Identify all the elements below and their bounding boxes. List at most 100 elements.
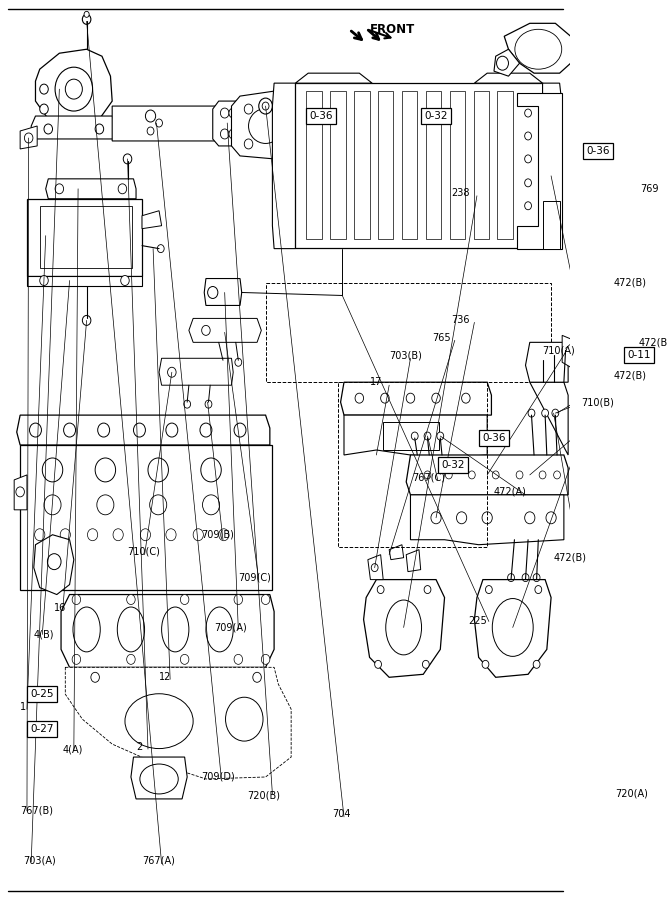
Circle shape xyxy=(72,654,81,664)
Bar xyxy=(354,91,370,238)
Circle shape xyxy=(60,529,71,541)
Text: 225: 225 xyxy=(468,616,487,626)
Polygon shape xyxy=(27,275,142,285)
Circle shape xyxy=(424,471,431,479)
Circle shape xyxy=(148,458,169,482)
Text: 736: 736 xyxy=(452,315,470,326)
Text: 0-36: 0-36 xyxy=(482,433,506,443)
Circle shape xyxy=(200,423,212,437)
Text: 720(A): 720(A) xyxy=(615,789,648,799)
Circle shape xyxy=(40,275,48,285)
Circle shape xyxy=(285,104,293,114)
Circle shape xyxy=(113,529,123,541)
Circle shape xyxy=(244,104,253,114)
Text: 12: 12 xyxy=(159,672,171,682)
Polygon shape xyxy=(542,83,562,248)
Ellipse shape xyxy=(117,607,145,652)
Bar xyxy=(378,91,394,238)
Circle shape xyxy=(516,471,523,479)
Ellipse shape xyxy=(206,607,233,652)
Bar xyxy=(498,91,513,238)
Text: 0-25: 0-25 xyxy=(31,689,54,699)
Circle shape xyxy=(547,194,556,203)
Circle shape xyxy=(462,393,470,403)
Text: 0-27: 0-27 xyxy=(31,724,54,734)
Circle shape xyxy=(468,471,475,479)
Polygon shape xyxy=(364,580,445,678)
Circle shape xyxy=(123,154,132,164)
Polygon shape xyxy=(17,415,270,445)
Circle shape xyxy=(55,68,93,111)
Circle shape xyxy=(201,458,221,482)
Circle shape xyxy=(219,529,229,541)
Text: 0-11: 0-11 xyxy=(627,350,650,360)
Circle shape xyxy=(554,471,560,479)
Text: 710(C): 710(C) xyxy=(127,546,160,557)
Circle shape xyxy=(525,132,532,140)
Circle shape xyxy=(372,563,378,572)
Circle shape xyxy=(157,245,164,253)
Circle shape xyxy=(40,84,48,94)
Polygon shape xyxy=(517,93,562,248)
Circle shape xyxy=(525,155,532,163)
Circle shape xyxy=(95,124,103,134)
Text: FRONT: FRONT xyxy=(370,22,415,36)
Ellipse shape xyxy=(249,109,283,143)
Polygon shape xyxy=(231,91,299,159)
Circle shape xyxy=(44,124,53,134)
Circle shape xyxy=(456,512,467,524)
Polygon shape xyxy=(295,73,372,83)
Circle shape xyxy=(535,586,542,594)
Circle shape xyxy=(145,110,155,122)
Text: 4(A): 4(A) xyxy=(63,744,83,754)
Polygon shape xyxy=(474,73,542,83)
Polygon shape xyxy=(61,595,274,667)
Circle shape xyxy=(424,432,431,440)
Circle shape xyxy=(133,423,145,437)
Polygon shape xyxy=(31,116,117,139)
Polygon shape xyxy=(406,550,421,572)
Circle shape xyxy=(147,127,154,135)
Circle shape xyxy=(193,529,203,541)
Text: 767(A): 767(A) xyxy=(142,856,175,866)
Bar xyxy=(307,91,322,238)
Circle shape xyxy=(201,326,210,336)
Circle shape xyxy=(229,129,237,139)
Circle shape xyxy=(546,512,556,524)
Bar xyxy=(330,91,346,238)
Circle shape xyxy=(95,458,115,482)
Ellipse shape xyxy=(73,607,100,652)
Circle shape xyxy=(482,661,489,669)
Polygon shape xyxy=(389,544,404,560)
Circle shape xyxy=(203,495,219,515)
Text: 710(B): 710(B) xyxy=(581,397,614,407)
Text: 238: 238 xyxy=(452,188,470,198)
Text: 709(B): 709(B) xyxy=(201,530,235,540)
Ellipse shape xyxy=(140,764,178,794)
Text: 709(D): 709(D) xyxy=(201,772,235,782)
Circle shape xyxy=(82,315,91,326)
Bar xyxy=(474,91,489,238)
Polygon shape xyxy=(406,455,568,495)
Circle shape xyxy=(424,586,431,594)
Circle shape xyxy=(16,487,25,497)
Circle shape xyxy=(525,179,532,187)
Ellipse shape xyxy=(386,600,422,655)
Circle shape xyxy=(285,139,293,148)
Ellipse shape xyxy=(492,598,533,656)
Circle shape xyxy=(378,586,384,594)
Text: 472(B): 472(B) xyxy=(554,553,587,562)
Circle shape xyxy=(496,56,508,70)
Circle shape xyxy=(431,512,441,524)
Circle shape xyxy=(422,661,430,669)
Circle shape xyxy=(121,275,129,285)
Text: 472(A): 472(A) xyxy=(494,487,527,497)
Circle shape xyxy=(432,393,440,403)
Circle shape xyxy=(40,104,48,114)
Circle shape xyxy=(127,595,135,605)
Text: 767(B): 767(B) xyxy=(20,806,53,816)
Circle shape xyxy=(525,109,532,117)
Text: 704: 704 xyxy=(332,809,351,819)
Text: 703(B): 703(B) xyxy=(389,350,422,360)
Polygon shape xyxy=(65,667,291,779)
